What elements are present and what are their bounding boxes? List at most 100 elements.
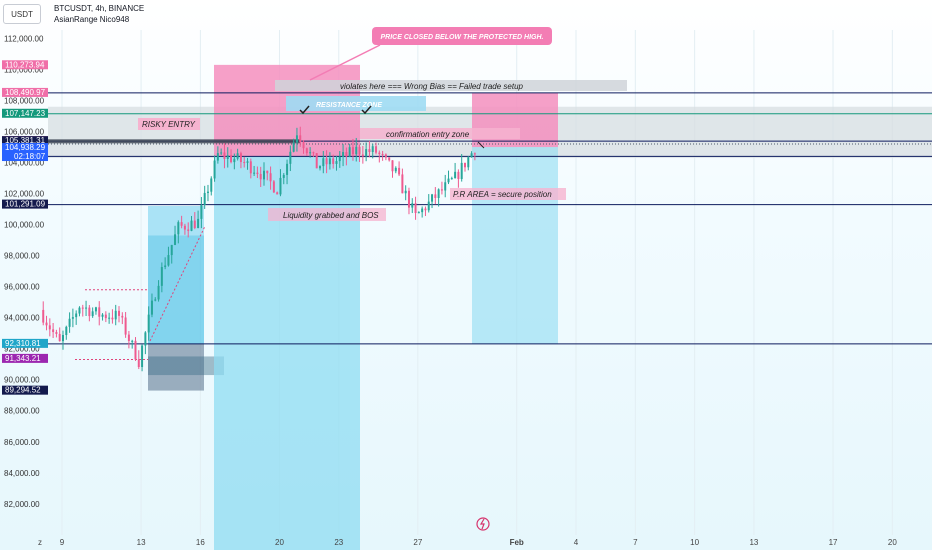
candle-body [249, 161, 252, 174]
price-badge-text: 108,490.97 [5, 88, 46, 97]
candle-body [292, 142, 295, 152]
candle-body [279, 177, 282, 195]
candles [42, 126, 476, 372]
y-tick-label: 110,000.00 [4, 66, 44, 75]
y-tick-label: 88,000.00 [4, 407, 40, 416]
axes: 112,000.00 110,000.00 108,000.00 106,000.00… [2, 35, 897, 547]
price-badge-text: 92,310.81 [5, 339, 41, 348]
y-tick-label: 106,000.00 [4, 128, 45, 137]
countdown-text: 02:18:07 [14, 152, 46, 161]
stop-bar [148, 356, 224, 376]
candle-body [118, 310, 121, 316]
candle-body [384, 154, 387, 158]
x-tick-label: 20 [275, 538, 284, 547]
price-badge-text: 91,343.21 [5, 354, 41, 363]
candle-body [282, 174, 285, 178]
symbol-title: BTCUSDT, 4h, BINANCE [54, 4, 145, 13]
price-badge [2, 136, 48, 146]
price-badge [2, 143, 48, 162]
candle-body [322, 158, 325, 167]
target-zone-right [472, 147, 558, 344]
candle-body [355, 146, 358, 155]
candle-body [203, 192, 206, 206]
candle-body [45, 322, 48, 326]
price-badge-text: 105,381.31 [5, 136, 46, 145]
risky-entry-text: RISKY ENTRY [142, 120, 196, 129]
candle-body [450, 178, 453, 180]
candle-body [309, 152, 312, 154]
candle-body [325, 158, 328, 165]
check-icon [299, 105, 310, 115]
candle-body [276, 192, 279, 195]
y-tick-label: 94,000.00 [4, 314, 40, 323]
candle-body [253, 172, 256, 174]
annotations: PRICE CLOSED BELOW THE PROTECTED HIGH. vi… [138, 27, 566, 531]
candle-body [444, 182, 447, 191]
y-tick-label: 96,000.00 [4, 283, 40, 292]
candle-body [101, 314, 104, 317]
candle-body [394, 167, 397, 172]
candle-body [262, 170, 265, 180]
resistance-text: RESISTANCE ZONE [316, 102, 382, 109]
lightning-bolt [479, 518, 485, 530]
candle-body [124, 317, 127, 335]
indicator-title[interactable]: AsianRange Nico948 [54, 15, 130, 24]
candle-body [164, 265, 167, 268]
price-badge-text: 110,273.94 [5, 60, 45, 69]
candle-body [65, 326, 68, 336]
candle-body [55, 332, 58, 334]
candle-body [48, 325, 51, 330]
candle-body [467, 157, 470, 168]
candle-body [338, 156, 341, 162]
candle-body [332, 158, 335, 164]
candle-body [460, 162, 463, 179]
candle-body [299, 135, 302, 143]
candle-body [256, 172, 259, 175]
candle-body [421, 208, 424, 213]
candle-body [108, 317, 111, 319]
candle-body [414, 203, 417, 213]
candle-body [200, 205, 203, 219]
callout-bubble [372, 27, 552, 45]
x-tick-label: 27 [413, 538, 422, 547]
target-zone-middle [214, 156, 360, 550]
risky-entry-bg [138, 118, 200, 130]
y-tick-label: 86,000.00 [4, 438, 40, 447]
candle-body [131, 340, 134, 342]
candle-body [71, 317, 74, 319]
x-tick-label: 20 [888, 538, 897, 547]
lightning-icon[interactable] [476, 517, 490, 531]
candle-body [312, 152, 315, 154]
resistance-label-bar [286, 96, 426, 111]
candle-body [91, 311, 94, 317]
candle-body [365, 149, 368, 157]
price-badge [2, 60, 48, 70]
candle-body [58, 333, 61, 342]
candle-body [210, 178, 213, 192]
x-tick-label: Feb [510, 538, 524, 547]
candle-body [351, 147, 354, 155]
candle-body [170, 244, 173, 256]
x-tick-label: 9 [60, 538, 65, 547]
price-badge-text: 104,938.29 [5, 143, 46, 152]
candle-body [266, 170, 269, 174]
candle-body [81, 307, 84, 309]
callout-text: PRICE CLOSED BELOW THE PROTECTED HIGH. [381, 34, 544, 41]
y-tick-label: 108,000.00 [4, 97, 45, 106]
confirmation-text: confirmation entry zone [386, 130, 470, 139]
candle-body [223, 152, 226, 160]
pr-area-bg [450, 188, 566, 200]
currency-button[interactable]: USDT [3, 4, 41, 24]
candle-body [431, 194, 434, 202]
candle-body [361, 154, 364, 157]
candle-body [157, 285, 160, 300]
candle-body [233, 158, 236, 163]
candle-body [305, 148, 308, 154]
candle-body [302, 142, 305, 149]
y-tick-label: 100,000.00 [4, 221, 45, 230]
candle-body [180, 222, 183, 226]
liquidity-text: Liquidity grabbed and BOS [283, 211, 379, 220]
price-badge [2, 353, 48, 363]
candle-body [358, 146, 361, 155]
